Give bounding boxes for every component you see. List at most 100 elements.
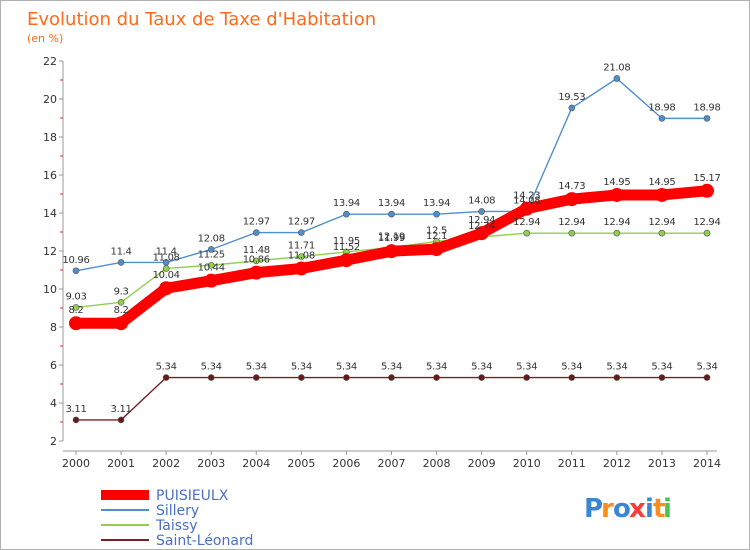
- data-point-saint-l-onard: [162, 374, 170, 381]
- x-tick-label: 2000: [62, 457, 90, 470]
- data-point-saint-l-onard: [568, 374, 576, 381]
- data-point-taissy: [703, 229, 711, 237]
- logo-letter: x: [629, 494, 646, 524]
- data-point-sillery: [568, 104, 576, 112]
- data-label-saint-l-onard: 5.34: [426, 362, 447, 373]
- data-label-puisieulx: 10.44: [198, 263, 225, 274]
- data-point-saint-l-onard: [658, 374, 666, 381]
- data-label-saint-l-onard: 5.34: [201, 362, 222, 373]
- y-tick-label: 6: [50, 359, 57, 372]
- data-label-taissy: 12.94: [558, 217, 585, 228]
- data-label-sillery: 19.53: [558, 92, 585, 103]
- data-point-saint-l-onard: [72, 416, 80, 424]
- data-point-taissy: [72, 304, 80, 311]
- x-tick-label: 2008: [423, 457, 451, 470]
- logo-letter: i: [645, 494, 654, 524]
- data-label-saint-l-onard: 5.34: [651, 362, 672, 373]
- data-point-saint-l-onard: [207, 374, 215, 381]
- data-label-sillery: 12.08: [198, 233, 225, 244]
- data-point-saint-l-onard: [252, 374, 260, 381]
- data-point-puisieulx: [519, 201, 534, 216]
- x-tick-label: 2013: [648, 457, 676, 470]
- data-point-puisieulx: [69, 316, 83, 331]
- data-point-saint-l-onard: [298, 374, 305, 381]
- data-point-sillery: [388, 210, 395, 218]
- y-tick-label: 8: [50, 321, 57, 334]
- data-label-puisieulx: 10.04: [153, 270, 180, 281]
- data-label-sillery: 12.97: [288, 217, 315, 228]
- y-tick-label: 14: [43, 207, 57, 220]
- data-point-puisieulx: [204, 273, 219, 288]
- data-point-puisieulx: [609, 187, 624, 202]
- data-point-puisieulx: [429, 242, 444, 257]
- data-point-sillery: [252, 229, 260, 236]
- data-point-puisieulx: [114, 316, 129, 331]
- logo-letter: r: [601, 494, 614, 524]
- x-tick-label: 2005: [287, 457, 315, 470]
- data-label-sillery: 11.4: [111, 246, 132, 257]
- data-label-saint-l-onard: 5.34: [156, 362, 177, 373]
- data-point-sillery: [117, 259, 125, 266]
- data-point-sillery: [433, 210, 440, 218]
- data-label-puisieulx: 12.94: [468, 215, 495, 226]
- axes: 2 4 6 8 10 12 14 16 18 20 22 2000 2001 2002 2003 2004 20…: [43, 55, 721, 470]
- data-label-saint-l-onard: 5.34: [606, 362, 627, 373]
- data-point-puisieulx: [384, 244, 399, 259]
- data-label-sillery: 13.94: [423, 198, 450, 209]
- data-point-sillery: [658, 115, 666, 122]
- data-point-sillery: [613, 75, 621, 82]
- x-tick-label: 2014: [693, 457, 721, 470]
- data-label-taissy: 12.74: [468, 221, 495, 232]
- data-point-puisieulx: [159, 281, 174, 296]
- data-label-sillery: 14.08: [513, 195, 540, 206]
- data-label-sillery: 18.98: [648, 102, 675, 113]
- data-label-saint-l-onard: 5.34: [246, 362, 267, 373]
- x-tick-label: 2001: [107, 457, 135, 470]
- logo-letter: t: [653, 494, 665, 524]
- data-point-taissy: [162, 265, 170, 272]
- data-label-taissy: 12.19: [378, 231, 405, 242]
- data-label-taissy: 9.3: [114, 286, 129, 297]
- data-point-sillery: [72, 267, 80, 275]
- data-label-taissy: 11.71: [288, 241, 315, 252]
- data-label-taissy: 11.25: [198, 249, 225, 260]
- data-label-saint-l-onard: 5.34: [696, 362, 717, 373]
- data-label-saint-l-onard: 5.34: [291, 362, 312, 373]
- data-point-taissy: [658, 229, 666, 237]
- data-point-taissy: [568, 229, 576, 237]
- y-tick-label: 18: [43, 131, 57, 144]
- x-tick-label: 2004: [242, 457, 270, 470]
- chart-subtitle: (en %): [27, 32, 63, 45]
- data-label-saint-l-onard: 5.34: [471, 362, 492, 373]
- data-point-taissy: [252, 257, 260, 265]
- data-label-taissy: 11.95: [333, 236, 360, 247]
- data-label-puisieulx: 8.2: [114, 305, 129, 316]
- series-line-saint-l-onard: [75, 376, 708, 421]
- y-tick-label: 20: [43, 93, 57, 106]
- data-label-taissy: 12.94: [603, 217, 630, 228]
- data-label-sillery: 12.97: [243, 217, 270, 228]
- data-point-saint-l-onard: [117, 416, 125, 424]
- data-label-sillery: 10.96: [62, 255, 89, 266]
- x-tick-label: 2003: [197, 457, 225, 470]
- logo-letter: i: [663, 494, 672, 524]
- series-layer: [69, 75, 714, 424]
- data-label-saint-l-onard: 5.34: [381, 362, 402, 373]
- logo-letter: P: [584, 494, 603, 524]
- data-label-saint-l-onard: 5.34: [336, 362, 357, 373]
- data-point-saint-l-onard: [433, 374, 440, 381]
- data-point-puisieulx: [700, 183, 714, 198]
- data-point-saint-l-onard: [703, 374, 711, 381]
- data-label-taissy: 11.48: [243, 245, 270, 256]
- data-point-puisieulx: [474, 226, 489, 241]
- data-point-puisieulx: [249, 265, 264, 280]
- data-label-saint-l-onard: 3.11: [65, 404, 86, 415]
- data-point-saint-l-onard: [523, 374, 531, 381]
- data-point-taissy: [523, 229, 531, 237]
- proxiti-logo: Pr ox i ti: [584, 494, 672, 524]
- data-label-sillery: 14.08: [468, 195, 495, 206]
- y-tick-label: 16: [43, 169, 57, 182]
- legend-label-taissy: Taissy: [155, 518, 198, 534]
